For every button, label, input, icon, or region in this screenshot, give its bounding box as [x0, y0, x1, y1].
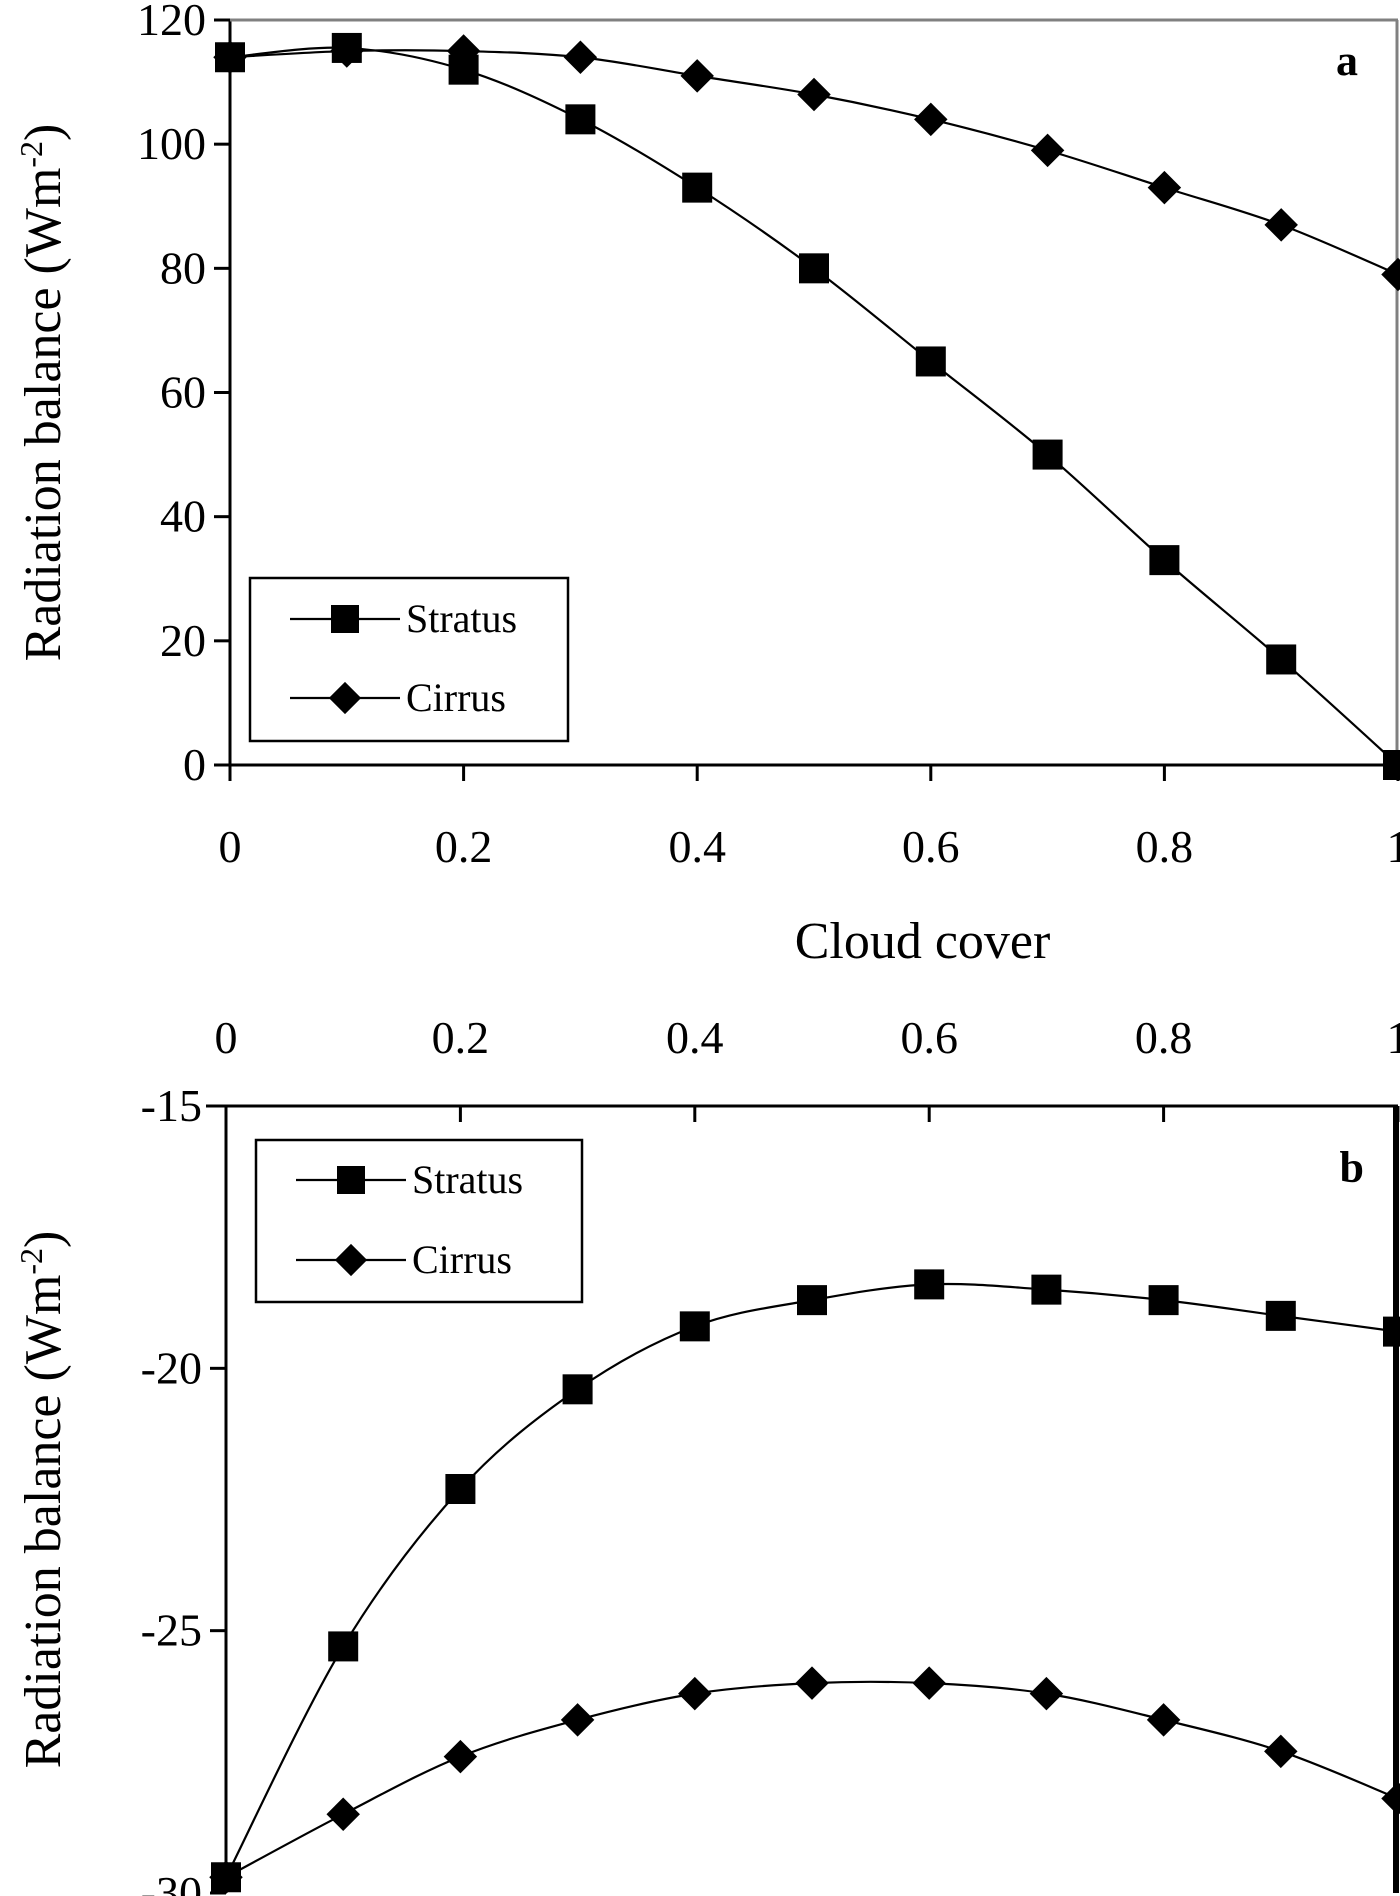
data-point-cirrus	[912, 1666, 946, 1700]
data-point-stratus	[799, 253, 829, 284]
data-point-cirrus	[678, 1676, 712, 1711]
series-markers-cirrus	[209, 1666, 1400, 1894]
data-point-cirrus	[326, 1797, 360, 1832]
y-tick-label: 80	[160, 242, 206, 293]
data-point-cirrus	[1029, 1676, 1064, 1711]
x-axis-title: Cloud cover	[795, 913, 1051, 970]
legend-marker-cirrus	[328, 681, 362, 715]
data-point-stratus	[1383, 750, 1400, 780]
y-tick-label: 60	[160, 367, 206, 418]
data-point-cirrus	[563, 40, 598, 74]
data-point-cirrus	[1030, 133, 1065, 168]
x-tick-label: 0.4	[666, 1012, 724, 1063]
data-point-stratus	[1032, 439, 1063, 470]
y-tick-label: 100	[137, 118, 206, 169]
data-point-cirrus	[213, 40, 247, 74]
data-point-stratus	[445, 1474, 476, 1505]
legend: Stratus Cirrus	[254, 1138, 584, 1304]
data-point-cirrus	[443, 1739, 478, 1774]
chart-panel-a: 0 20 40 60 80 100 120 0 0.2 0.4 0.6 0.8 1 Cloud cover…	[13, 0, 1400, 970]
data-point-stratus	[1031, 1274, 1062, 1305]
x-tick-label: 0.4	[668, 821, 726, 872]
data-point-cirrus	[1264, 1734, 1298, 1769]
y-tick-label: -30	[141, 1867, 202, 1896]
y-tick-label: -15	[141, 1080, 202, 1131]
x-tick-label: 1	[1387, 1012, 1400, 1063]
data-point-cirrus	[1381, 257, 1400, 292]
legend-marker-stratus	[331, 605, 359, 633]
x-tick-label: 0.8	[1135, 1012, 1193, 1063]
series-markers-cirrus	[213, 34, 1400, 292]
data-point-cirrus	[797, 77, 831, 112]
data-point-cirrus	[560, 1703, 595, 1737]
data-point-stratus	[914, 1269, 945, 1300]
data-point-stratus	[915, 346, 946, 377]
y-tick-label: 40	[160, 491, 206, 542]
y-tick-label: -25	[141, 1605, 202, 1656]
data-point-cirrus	[1146, 1703, 1181, 1737]
legend: Stratus Cirrus	[248, 576, 570, 743]
series-markers-stratus	[211, 1269, 1400, 1893]
data-point-stratus	[1266, 644, 1297, 675]
legend-label-cirrus: Cirrus	[406, 675, 506, 720]
data-point-stratus	[797, 1285, 827, 1316]
data-point-cirrus	[330, 34, 364, 68]
x-tick-label: 0.6	[900, 1012, 958, 1063]
y-tick-label: 20	[160, 615, 206, 666]
data-point-cirrus	[209, 1860, 243, 1894]
data-point-cirrus	[795, 1666, 829, 1700]
x-tick-label: 0.6	[902, 821, 960, 872]
x-tick-label: 0	[215, 1012, 238, 1063]
data-point-stratus	[328, 1631, 359, 1662]
data-point-stratus	[682, 172, 713, 203]
chart-panel-b: -15 -20 -25 -30 0 0.2 0.4 0.6 0.8 1 Radiation bala…	[13, 1012, 1400, 1896]
data-point-stratus	[1383, 1316, 1400, 1347]
data-point-stratus	[1149, 545, 1180, 576]
legend-box	[248, 576, 570, 743]
panel-label: b	[1340, 1143, 1364, 1192]
legend-box	[254, 1138, 584, 1304]
data-point-cirrus	[1147, 170, 1182, 205]
data-point-cirrus	[1264, 208, 1298, 242]
y-axis-title: Radiation balance (Wm-2)	[13, 124, 72, 662]
series-line-cirrus	[225, 1680, 1399, 1879]
x-tick-label: 0.2	[435, 821, 493, 872]
x-tick-label: 1	[1387, 821, 1400, 872]
legend-label-stratus: Stratus	[412, 1157, 523, 1202]
x-tick-label: 0.2	[432, 1012, 490, 1063]
x-tick-label: 0	[219, 821, 242, 872]
y-tick-label: 0	[183, 739, 206, 790]
data-point-stratus	[565, 104, 596, 135]
y-tick-label: -20	[141, 1342, 202, 1393]
data-point-stratus	[1265, 1300, 1296, 1331]
data-point-cirrus	[1381, 1781, 1400, 1816]
data-point-cirrus	[446, 34, 481, 68]
legend-marker-cirrus	[334, 1243, 368, 1277]
data-point-stratus	[679, 1311, 710, 1342]
legend-marker-stratus	[337, 1166, 365, 1194]
panel-label: a	[1336, 36, 1358, 85]
legend-label-cirrus: Cirrus	[412, 1237, 512, 1282]
data-point-stratus	[562, 1374, 593, 1405]
series-line-stratus	[225, 1282, 1399, 1878]
data-point-cirrus	[680, 59, 714, 93]
data-point-cirrus	[914, 102, 948, 137]
y-tick-label: 120	[137, 0, 206, 45]
x-tick-label: 0.8	[1136, 821, 1194, 872]
y-axis-title: Radiation balance (Wm-2)	[13, 1231, 72, 1769]
legend-label-stratus: Stratus	[406, 596, 517, 641]
data-point-stratus	[1148, 1285, 1179, 1316]
